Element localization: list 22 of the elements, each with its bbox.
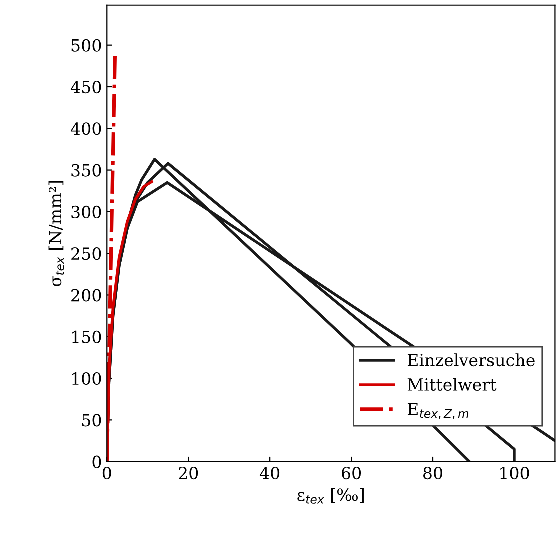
y-tick-label: 50 [82, 414, 102, 427]
y-tick-label: 400 [70, 122, 102, 136]
y-tick-label: 500 [72, 39, 102, 52]
legend-label: Einzelversuche [408, 354, 535, 367]
y-tick-label: 250 [72, 248, 102, 260]
y-tick-label: 150 [72, 330, 102, 344]
y-axis-title: σ$_{tex}$ [N/mm²] [48, 181, 64, 287]
y-tick-label: 450 [70, 80, 102, 94]
x-tick-label: 100 [500, 466, 530, 480]
legend-label: E$_{tex,Z,m}$ [408, 403, 469, 420]
x-tick-label: 0 [102, 466, 112, 480]
x-tick-label: 80 [424, 466, 443, 480]
y-tick-label: 350 [72, 164, 102, 177]
x-axis-title: ε$_{tex}$ [‰] [298, 488, 364, 504]
x-tick-label: 40 [260, 466, 280, 480]
y-tick-label: 300 [72, 206, 102, 219]
y-tick-label: 100 [72, 372, 102, 386]
y-tick-label: 0 [92, 456, 102, 468]
x-tick-label: 20 [179, 466, 198, 480]
x-tick-label: 60 [342, 466, 362, 480]
y-tick-label: 200 [72, 289, 102, 302]
legend-label: Mittelwert [408, 378, 497, 392]
